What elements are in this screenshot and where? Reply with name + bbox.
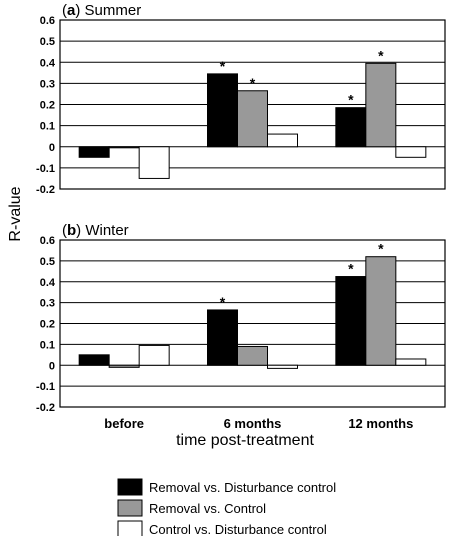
legend-swatch [117,520,143,536]
panel-summer: -0.2 -0.1 0 0.1 0.2 0.3 0.4 0.5 0.6 * * * * (a) Summe… [36,2,446,196]
bar [237,345,268,366]
y-tick-label: 0.6 [40,235,55,247]
bar [335,107,367,148]
plot-frame [59,239,446,408]
bar [108,146,140,149]
y-tick-label: 0.1 [40,339,55,351]
bar [395,358,427,366]
bar [365,62,397,148]
y-tick-label: 0.4 [40,57,56,69]
plot-frame [59,19,446,190]
y-tick-label: 0.5 [40,36,55,48]
x-axis-title: time post-treatment [176,432,314,449]
y-axis-title: R-value [7,186,24,241]
legend-label: Control vs. Disturbance control [149,522,327,536]
bar [138,344,170,366]
bar [237,90,268,148]
panel-name: Winter [85,222,128,239]
y-tick-label: 0.5 [40,256,55,268]
panel-winter: -0.2 -0.1 0 0.1 0.2 0.3 0.4 0.5 0.6 * * * (b) Winter [36,222,446,414]
significance-marker: * [378,241,384,257]
y-tick-label: 0.4 [40,277,56,289]
panel-letter: a [67,2,76,19]
bar [267,133,298,148]
bar [207,73,238,148]
y-tick-label: 0.1 [40,121,55,133]
significance-marker: * [220,294,226,310]
panel-letter: b [67,222,76,239]
panel-title: (a) Summer [62,2,141,19]
bar [267,364,298,369]
panel-title: (b) Winter [62,222,129,239]
y-tick-label: -0.2 [36,402,55,414]
legend-label: Removal vs. Disturbance control [149,480,336,495]
bar [78,354,110,366]
y-tick-label: 0.3 [40,298,55,310]
bar [395,146,427,158]
bar [108,364,140,368]
y-tick-label: 0.6 [40,15,55,27]
panel-name: Summer [85,2,142,19]
y-tick-label: -0.1 [36,381,55,393]
bar [365,256,397,366]
significance-marker: * [348,92,354,108]
bar [207,309,238,366]
significance-marker: * [348,261,354,277]
legend-label: Removal vs. Control [149,501,266,516]
y-tick-label: 0.2 [40,100,55,112]
x-tick-label: 12 months [348,416,413,431]
y-tick-label: -0.1 [36,163,55,175]
legend-swatch [117,499,143,517]
category-axis-labels: before 6 months 12 months [104,416,413,431]
significance-marker: * [220,58,226,74]
bar [138,146,170,179]
y-tick-label: 0.2 [40,319,55,331]
bar [335,276,367,366]
y-tick-label: -0.2 [36,184,55,196]
legend: Removal vs. Disturbance control Removal v… [117,478,336,536]
x-tick-label: 6 months [224,416,282,431]
x-tick-label: before [104,416,144,431]
legend-swatch [117,478,143,496]
y-tick-label: 0 [49,360,55,372]
y-tick-label: 0 [49,142,55,154]
significance-marker: * [378,47,384,63]
bar [78,146,110,158]
significance-marker: * [250,75,256,91]
y-tick-label: 0.3 [40,78,55,90]
